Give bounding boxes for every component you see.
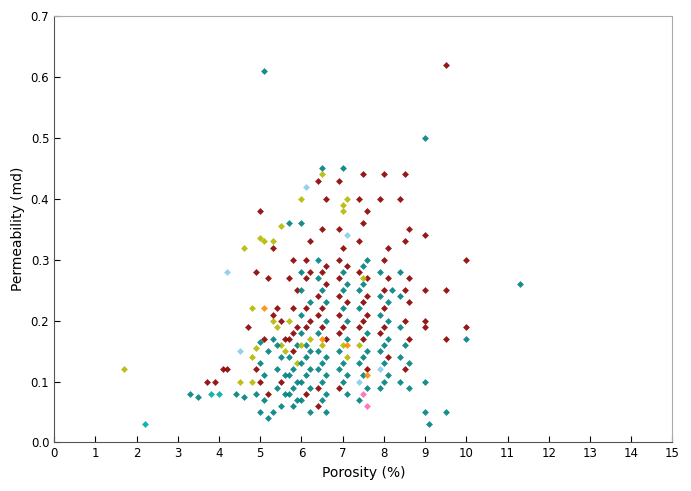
Y-axis label: Permeability (md): Permeability (md) <box>11 167 25 292</box>
X-axis label: Porosity (%): Porosity (%) <box>321 466 405 480</box>
